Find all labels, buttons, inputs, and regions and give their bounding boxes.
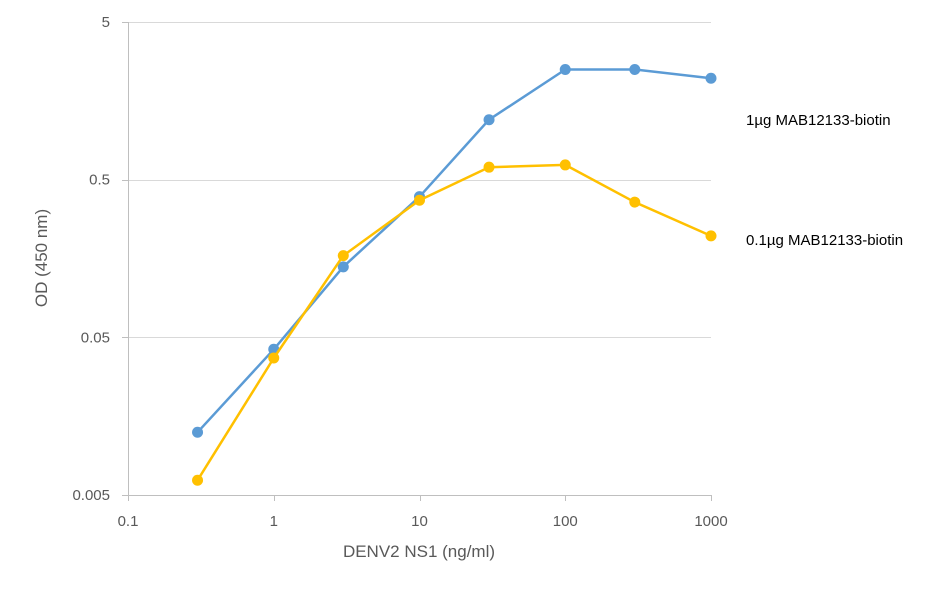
y-tick-label: 0.5	[89, 172, 110, 189]
gridlines	[128, 22, 711, 496]
series-line	[196, 68, 712, 434]
data-point	[337, 261, 349, 273]
series-line	[196, 163, 712, 481]
y-tick-label: 5	[102, 14, 110, 31]
data-point	[483, 114, 495, 126]
series-label-1ug: 1µg MAB12133-biotin	[746, 112, 891, 129]
data-point	[559, 159, 571, 171]
x-tick-labels: 0.1 1 10 100 1000	[118, 513, 728, 530]
axes	[122, 22, 712, 501]
x-tick-label: 1	[270, 513, 278, 530]
x-tick-label: 0.1	[118, 513, 139, 530]
series-1ug	[192, 63, 717, 438]
data-point	[705, 230, 717, 242]
data-point	[629, 63, 641, 75]
y-tick-label: 0.05	[81, 329, 110, 346]
y-tick-labels: 5 0.5 0.05 0.005	[72, 14, 110, 504]
data-point	[483, 161, 495, 173]
series-0-1ug	[192, 159, 717, 486]
data-point	[559, 63, 571, 75]
data-point	[337, 250, 349, 262]
y-tick-label: 0.005	[72, 487, 110, 504]
series-label-0-1ug: 0.1µg MAB12133-biotin	[746, 232, 903, 249]
x-tick-label: 10	[411, 513, 428, 530]
data-point	[629, 196, 641, 208]
x-tick-label: 100	[553, 513, 578, 530]
data-point	[192, 426, 204, 438]
y-axis-title: OD (450 nm)	[32, 209, 51, 307]
data-point	[192, 474, 204, 486]
x-tick-label: 1000	[694, 513, 727, 530]
data-point	[414, 194, 425, 206]
x-axis-title: DENV2 NS1 (ng/ml)	[343, 542, 495, 561]
data-point	[268, 352, 280, 364]
data-point	[705, 72, 717, 84]
